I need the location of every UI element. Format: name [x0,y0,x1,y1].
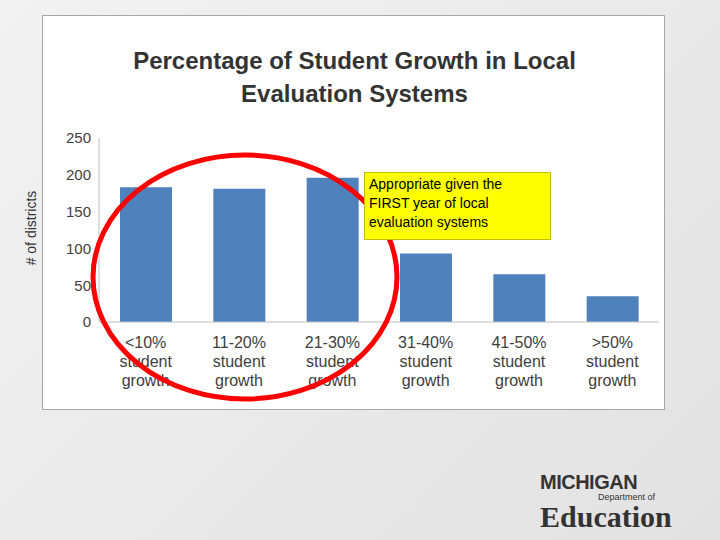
svg-text:0: 0 [83,313,91,330]
html-text:Education: Education [540,500,672,533]
svg-text:31-40%studentgrowth: 31-40%studentgrowth [398,334,453,389]
html-text:MICHIGAN: MICHIGAN [540,471,638,493]
html-text:Percentage of Student Growth i: Percentage of Student Growth in Local Ev… [133,47,576,107]
html-text:# of districts: # of districts [23,190,39,266]
svg-text:41-50%studentgrowth: 41-50%studentgrowth [491,334,546,389]
svg-text:250: 250 [66,129,91,146]
svg-text:>50%studentgrowth: >50%studentgrowth [586,334,639,389]
svg-text:100: 100 [66,240,91,257]
html-text:Department of: Department of [598,492,655,502]
svg-text:50: 50 [74,277,91,294]
svg-text:150: 150 [66,203,91,220]
svg-text:11-20%studentgrowth: 11-20%studentgrowth [212,334,266,389]
svg-text:200: 200 [66,166,91,183]
svg-text:<10%studentgrowth: <10%studentgrowth [119,334,172,389]
html-text:Appropriate given the FIRST ye: Appropriate given the FIRST year of loca… [369,176,503,230]
svg-text:21-30%studentgrowth: 21-30%studentgrowth [305,334,360,389]
